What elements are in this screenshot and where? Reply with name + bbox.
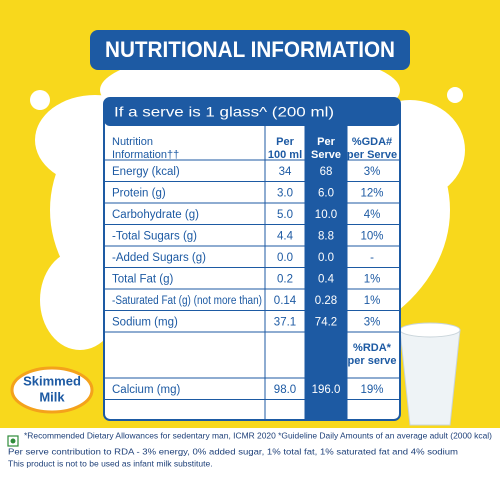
cell-value: 1%: [364, 295, 381, 307]
footnote: *Recommended Dietary Allowances for sede…: [24, 430, 492, 440]
serve-column: [305, 126, 347, 420]
cell-value: 3%: [364, 166, 381, 178]
cell-value: 37.1: [274, 316, 296, 328]
cell-value: 98.0: [274, 384, 296, 396]
cell-value: 196.0: [312, 384, 341, 396]
cell-value: 19%: [360, 384, 383, 396]
column-header: Serve: [311, 149, 341, 161]
cell-value: -: [370, 252, 374, 264]
nutrient-name: Calcium (mg): [112, 384, 181, 396]
nutrient-name: -Saturated Fat (g) (not more than): [112, 295, 262, 307]
serve-band: [104, 98, 400, 126]
glass: [399, 322, 461, 426]
cell-value: 1%: [364, 273, 381, 285]
column-header: per Serve: [347, 149, 397, 161]
cell-value: 0.2: [277, 273, 293, 285]
cell-value: 0.4: [318, 273, 335, 285]
serve-note: If a serve is 1 glass^ (200 ml): [114, 104, 334, 120]
footnote: Per serve contribution to RDA - 3% energ…: [8, 446, 458, 456]
rda-header: per serve: [348, 355, 397, 367]
cell-value: 4%: [364, 209, 381, 221]
cell-value: 12%: [360, 187, 383, 199]
rda-header: %RDA*: [353, 342, 392, 354]
footer-band: [0, 428, 500, 500]
column-header: 100 ml: [268, 149, 302, 161]
nutrient-name: Sodium (mg): [112, 316, 178, 328]
title-badge: [90, 30, 410, 70]
cell-value: 10%: [360, 230, 383, 242]
nutrient-name: Protein (g): [112, 187, 166, 199]
cell-value: 74.2: [315, 316, 337, 328]
cell-value: 0.0: [318, 252, 334, 264]
nutrient-name: -Total Sugars (g): [112, 230, 197, 242]
cell-value: 3.0: [277, 187, 293, 199]
cell-value: 3%: [364, 316, 381, 328]
cell-value: 0.28: [315, 295, 337, 307]
veg-mark: [7, 435, 19, 447]
column-header: Information††: [112, 149, 179, 161]
nutrient-name: Total Fat (g): [112, 273, 174, 285]
cell-value: 34: [279, 166, 292, 178]
nutrient-name: -Added Sugars (g): [112, 252, 206, 264]
column-header: Per: [317, 136, 335, 148]
column-header: Per: [276, 136, 294, 148]
column-header: %GDA#: [352, 136, 392, 148]
cell-value: 0.0: [277, 252, 293, 264]
nutrient-name: Carbohydrate (g): [112, 209, 199, 221]
nutrient-name: Energy (kcal): [112, 166, 180, 178]
skimmed-badge: [10, 366, 94, 414]
cell-value: 4.4: [277, 230, 294, 242]
column-header: Nutrition: [112, 136, 153, 148]
cell-value: 6.0: [318, 187, 334, 199]
cell-value: 8.8: [318, 230, 334, 242]
cell-value: 0.14: [274, 295, 297, 307]
cell-value: 68: [320, 166, 333, 178]
cell-value: 10.0: [315, 209, 337, 221]
footnote: This product is not to be used as infant…: [8, 458, 213, 468]
badge-text: Skimmed: [23, 373, 81, 388]
title: NUTRITIONAL INFORMATION: [105, 37, 395, 62]
cell-value: 5.0: [277, 209, 293, 221]
badge-text: Milk: [39, 389, 65, 404]
